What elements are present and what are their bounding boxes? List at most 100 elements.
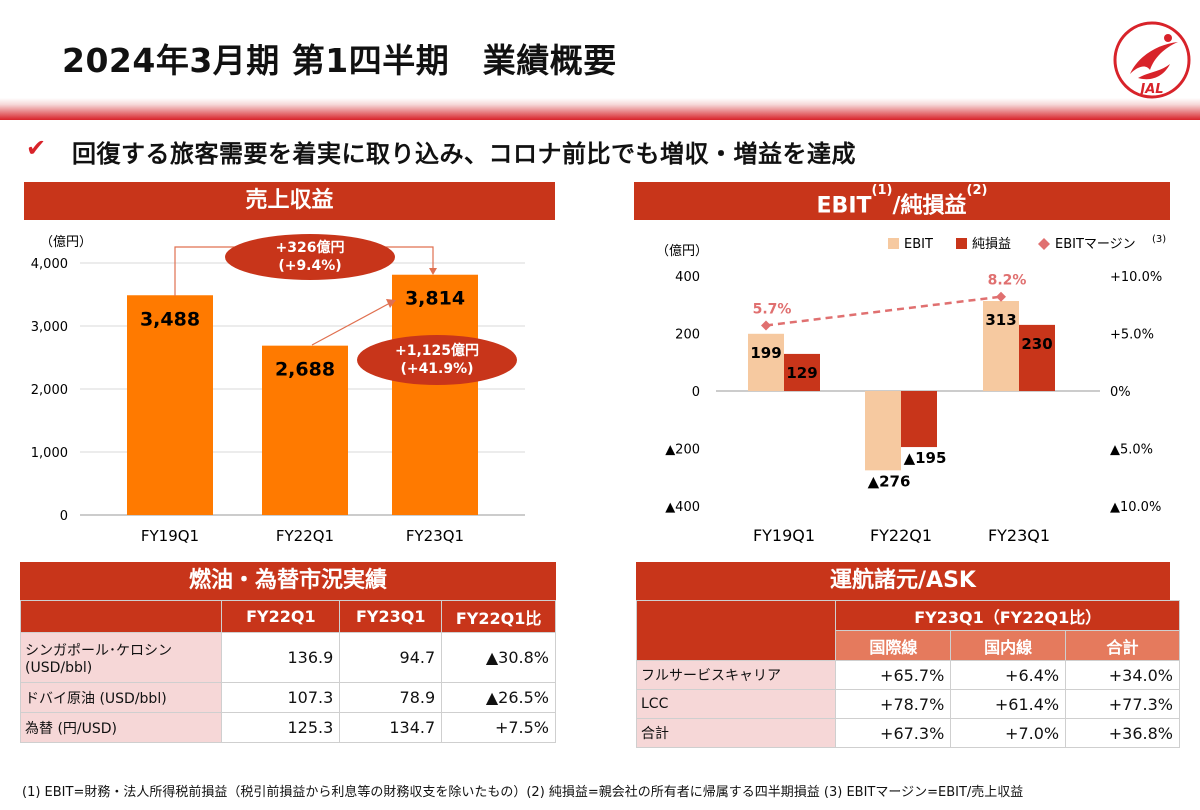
fuel-row-label: 為替 (円/USD) xyxy=(19,712,223,743)
revenue-callout-top-line2: (+9.4%) xyxy=(278,258,341,274)
legend-sup-margin: (3) xyxy=(1152,234,1166,245)
net-income-bar xyxy=(784,353,820,391)
table-row: フルサービスキャリア +65.7% +6.4% +34.0% xyxy=(635,660,1180,690)
title-divider xyxy=(0,98,1200,120)
ops-header-intl: 国際線 xyxy=(835,630,952,661)
fuel-header-blank xyxy=(19,600,223,633)
fuel-row-label: ドバイ原油 (USD/bbl) xyxy=(19,682,223,713)
y-tick-label: 400 xyxy=(675,270,700,285)
legend-label-net: 純損益 xyxy=(972,237,1011,252)
fuel-value: 94.7 xyxy=(339,632,443,683)
revenue-arrowhead-top xyxy=(429,268,437,275)
ops-section-header: 運航諸元/ASK xyxy=(636,562,1170,600)
fuel-header-fy22: FY22Q1 xyxy=(221,600,341,633)
ops-value: +7.0% xyxy=(950,718,1067,748)
ops-value: +34.0% xyxy=(1065,660,1180,690)
ops-value: +78.7% xyxy=(835,689,952,719)
ebit-chart: （億円） EBIT 純損益 EBITマージン (3) ▲400 ▲200 0 200 4… xyxy=(656,234,1166,545)
revenue-bar xyxy=(262,345,348,515)
revenue-chart: （億円） 0 1,000 2,000 3,000 4,000 3,488 FY19Q1 2,… xyxy=(31,234,525,545)
ops-row-label: 合計 xyxy=(635,718,837,748)
ops-value: +65.7% xyxy=(835,660,952,690)
ebit-value-label: 313 xyxy=(985,311,1016,329)
y-tick-label: 1,000 xyxy=(31,446,68,461)
fuel-value: 125.3 xyxy=(221,712,341,743)
ops-row-label: フルサービスキャリア xyxy=(635,660,837,690)
x-tick-label: FY22Q1 xyxy=(870,526,932,545)
net-income-bar xyxy=(1019,324,1055,391)
footnote: (1) EBIT=財務・法人所得税前損益（税引前損益から利息等の財務収支を除いた… xyxy=(22,785,1024,800)
table-row: ドバイ原油 (USD/bbl) 107.3 78.9 ▲26.5% xyxy=(19,682,556,713)
revenue-value-label: 3,814 xyxy=(405,288,465,310)
fuel-value: 136.9 xyxy=(221,632,341,683)
x-tick-label: FY23Q1 xyxy=(988,526,1050,545)
svg-text:JAL: JAL xyxy=(1137,82,1163,97)
ops-table: FY23Q1（FY22Q1比） 国際線 国内線 合計 フルサービスキャリア +6… xyxy=(635,600,1180,748)
margin-point xyxy=(761,320,771,331)
fuel-header-change: FY22Q1比 xyxy=(441,600,556,633)
fuel-row-label: シンガポール･ケロシン (USD/bbl) xyxy=(19,632,223,683)
ops-header-dom: 国内線 xyxy=(950,630,1067,661)
net-value-label: 230 xyxy=(1021,335,1052,353)
revenue-value-label: 2,688 xyxy=(275,359,335,381)
page-title: 2024年3月期 第1四半期 業績概要 xyxy=(62,41,617,80)
y-tick-label: 3,000 xyxy=(31,320,68,335)
revenue-bar xyxy=(392,274,478,515)
legend-swatch-net xyxy=(956,238,967,249)
fuel-table: FY22Q1 FY23Q1 FY22Q1比 シンガポール･ケロシン (USD/b… xyxy=(19,600,556,743)
check-icon: ✔ xyxy=(26,134,47,162)
ebit-legend: EBIT 純損益 EBITマージン (3) xyxy=(888,234,1166,252)
ops-row-label: LCC xyxy=(635,689,837,719)
legend-label-margin: EBITマージン xyxy=(1055,237,1136,252)
ops-header-total: 合計 xyxy=(1065,630,1180,661)
y2-tick-label: +5.0% xyxy=(1110,328,1154,343)
y-tick-label: 0 xyxy=(692,385,700,400)
ops-value: +6.4% xyxy=(950,660,1067,690)
revenue-arrow-mid xyxy=(311,302,391,346)
y-tick-label: ▲200 xyxy=(665,443,700,458)
table-row: シンガポール･ケロシン (USD/bbl) 136.9 94.7 ▲30.8% xyxy=(19,632,556,683)
ebit-bar xyxy=(983,301,1019,391)
net-income-bar xyxy=(901,391,937,448)
margin-label: 5.7% xyxy=(753,301,792,317)
revenue-section-header: 売上収益 xyxy=(24,182,555,220)
revenue-callout-top xyxy=(225,234,395,280)
y-tick-label: 4,000 xyxy=(31,257,68,272)
y-tick-label: 2,000 xyxy=(31,383,68,398)
ebit-bar xyxy=(748,333,784,391)
fuel-value: 107.3 xyxy=(221,682,341,713)
x-tick-label: FY23Q1 xyxy=(406,527,464,545)
x-tick-label: FY19Q1 xyxy=(141,527,199,545)
revenue-callout-top-line1: +326億円 xyxy=(276,239,345,256)
table-row: 合計 +67.3% +7.0% +36.8% xyxy=(635,718,1180,748)
net-value-label: ▲195 xyxy=(904,449,947,467)
revenue-bar xyxy=(127,295,213,515)
fuel-value: ▲30.8% xyxy=(441,632,556,683)
revenue-unit-label: （億円） xyxy=(40,234,92,250)
y-tick-label: ▲400 xyxy=(665,500,700,515)
y2-tick-label: ▲5.0% xyxy=(1110,443,1153,458)
revenue-callout-mid xyxy=(357,335,517,385)
y2-tick-label: ▲10.0% xyxy=(1110,500,1161,515)
legend-label-ebit: EBIT xyxy=(904,237,933,252)
margin-line xyxy=(765,295,1002,327)
fuel-value: 78.9 xyxy=(339,682,443,713)
y2-tick-label: 0% xyxy=(1110,385,1131,400)
ebit-bar xyxy=(865,391,901,471)
fuel-value: 134.7 xyxy=(339,712,443,743)
ebit-unit-label: （億円） xyxy=(656,243,708,259)
ops-value: +67.3% xyxy=(835,718,952,748)
fuel-section-header: 燃油・為替市況実績 xyxy=(20,562,556,600)
revenue-arrowhead-mid xyxy=(386,299,396,308)
legend-swatch-ebit xyxy=(888,238,899,249)
ops-value: +77.3% xyxy=(1065,689,1180,719)
ops-group-header: FY23Q1（FY22Q1比） xyxy=(835,600,1180,631)
net-value-label: 129 xyxy=(786,364,817,382)
revenue-value-label: 3,488 xyxy=(140,308,200,330)
x-tick-label: FY22Q1 xyxy=(276,527,334,545)
y2-tick-label: +10.0% xyxy=(1110,270,1162,285)
revenue-callout-mid-line1: +1,125億円 xyxy=(395,342,479,359)
margin-label: 8.2% xyxy=(988,273,1027,289)
table-row: LCC +78.7% +61.4% +77.3% xyxy=(635,689,1180,719)
y-tick-label: 0 xyxy=(60,509,68,524)
